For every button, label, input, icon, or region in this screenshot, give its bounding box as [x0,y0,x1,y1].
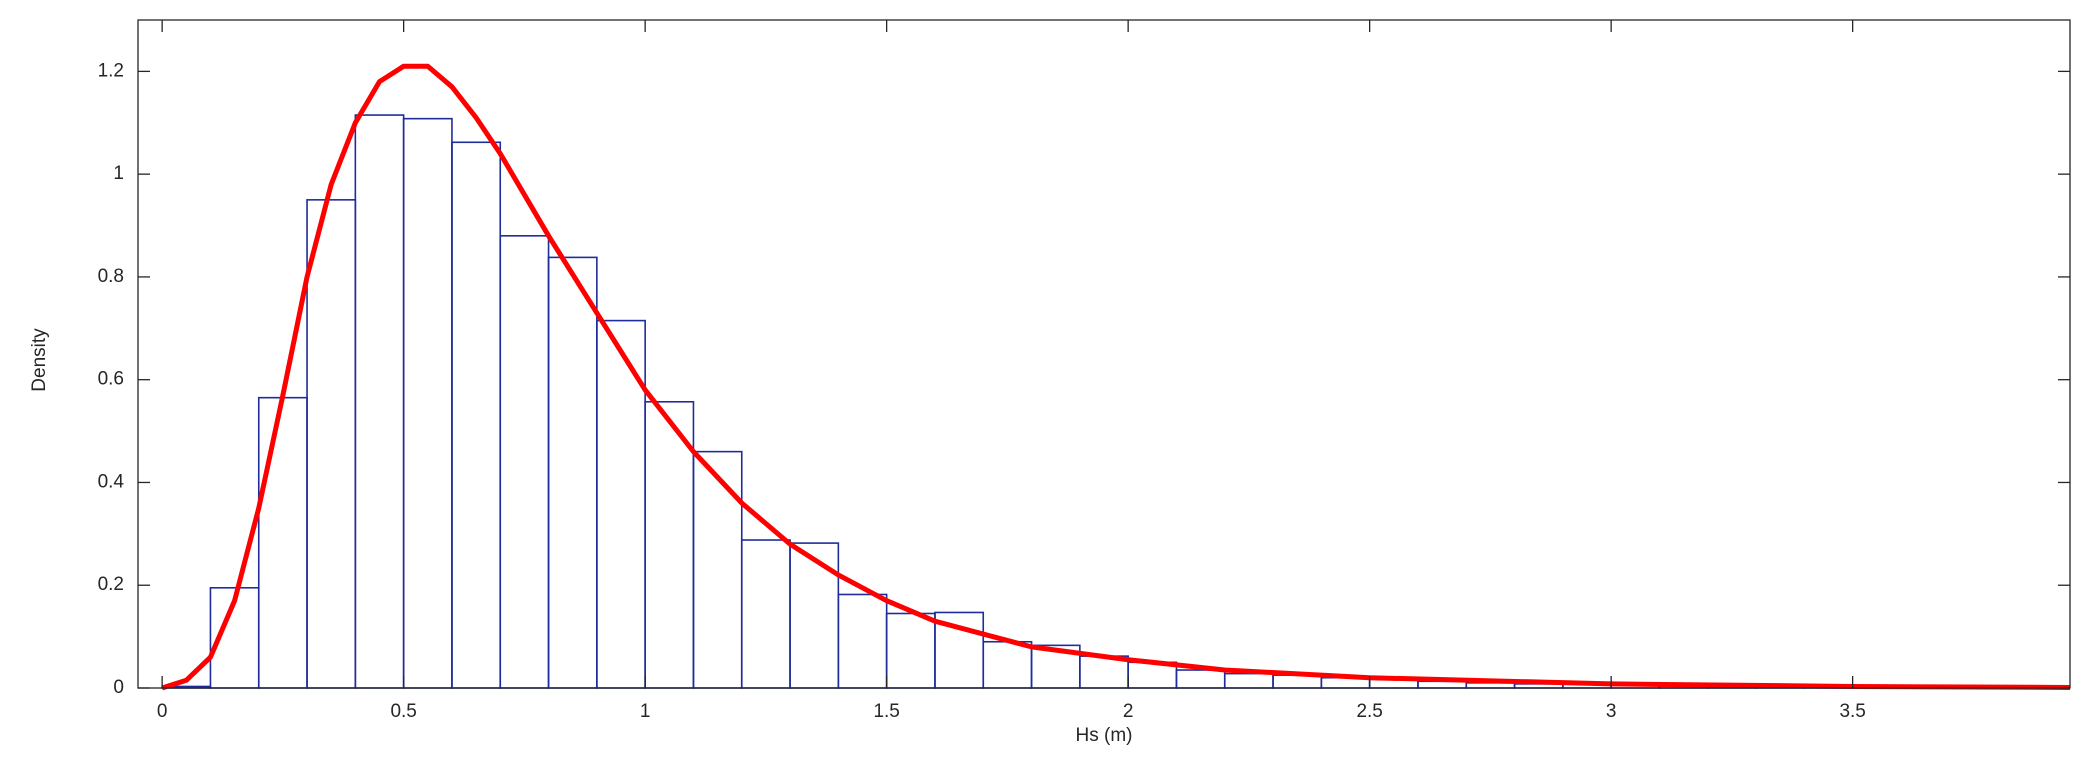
plot-frame [137,19,2071,689]
y-tick-label: 0.4 [98,471,125,492]
x-axis-label: Hs (m) [1076,725,1133,746]
x-tick-label: 2.5 [1356,701,1382,722]
y-tick-label: 1 [113,163,124,184]
plot-area [138,20,2070,688]
y-tick-label: 0.8 [98,266,124,287]
y-tick-label: 1.2 [98,60,124,81]
x-tick-label: 1 [640,701,651,722]
x-tick-label: 2 [1123,701,1134,722]
y-tick-label: 0.6 [98,369,124,390]
fit-curve [161,63,2071,691]
x-tick-label: 3 [1606,701,1617,722]
y-tick-label: 0 [113,677,124,698]
y-axis-label: Density [29,328,50,392]
x-tick-label: 1.5 [873,701,899,722]
x-tick-label: 0.5 [390,701,416,722]
x-tick-label: 3.5 [1839,701,1865,722]
y-tick-label: 0.2 [98,574,124,595]
x-tick-label: 0 [157,701,168,722]
